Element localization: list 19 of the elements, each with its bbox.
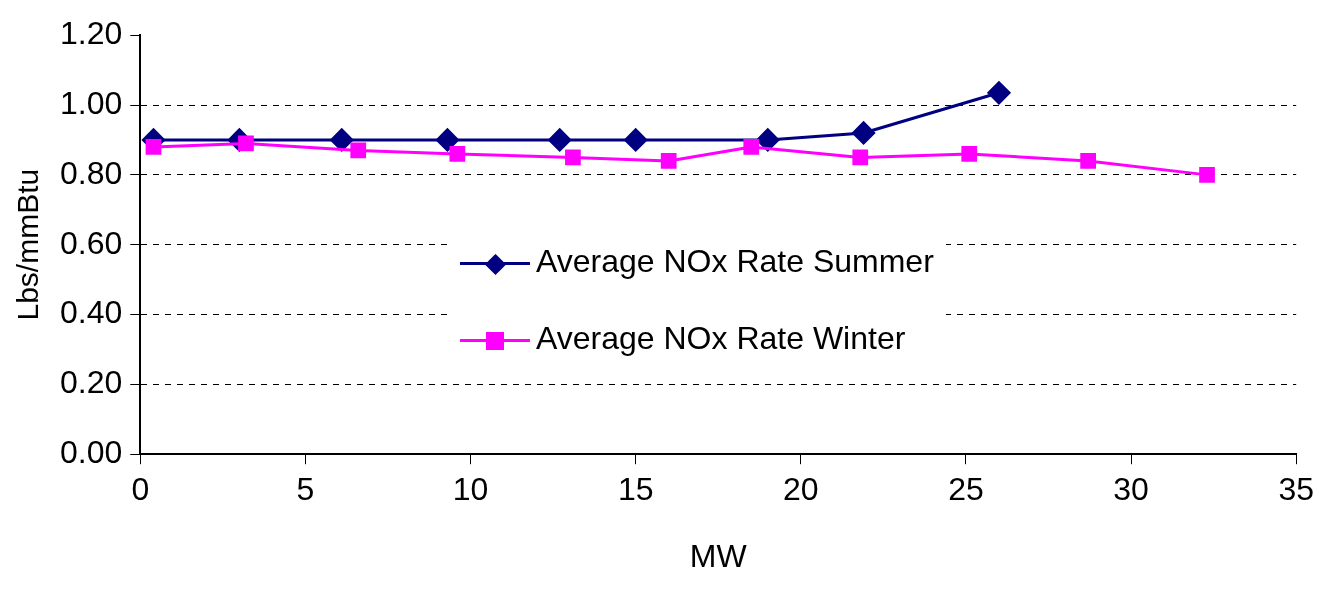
y-tick-label: 0.60 (60, 224, 123, 261)
y-tick-label: 0.80 (60, 154, 123, 191)
y-tick-label: 0.20 (60, 364, 123, 401)
legend-label: Average NOx Rate Winter (536, 320, 906, 356)
x-tick-label: 15 (617, 471, 654, 508)
x-tick-label: 35 (1278, 471, 1314, 508)
y-tick-label: 0.40 (60, 294, 123, 331)
y-tick-label: 1.20 (60, 15, 123, 52)
y-tick-label: 0.00 (60, 434, 123, 471)
x-tick-label: 0 (131, 471, 150, 508)
x-tick-label: 10 (452, 471, 489, 508)
x-tick-label: 30 (1113, 471, 1149, 508)
y-axis-title: Lbs/mmBtu (11, 168, 45, 321)
legend-label: Average NOx Rate Summer (536, 243, 934, 279)
x-tick-label: 5 (296, 471, 315, 508)
x-tick-label: 25 (948, 471, 984, 508)
y-tick-label: 1.00 (60, 84, 123, 121)
x-axis-title: MW (689, 537, 748, 574)
x-tick-label: 20 (783, 471, 819, 508)
